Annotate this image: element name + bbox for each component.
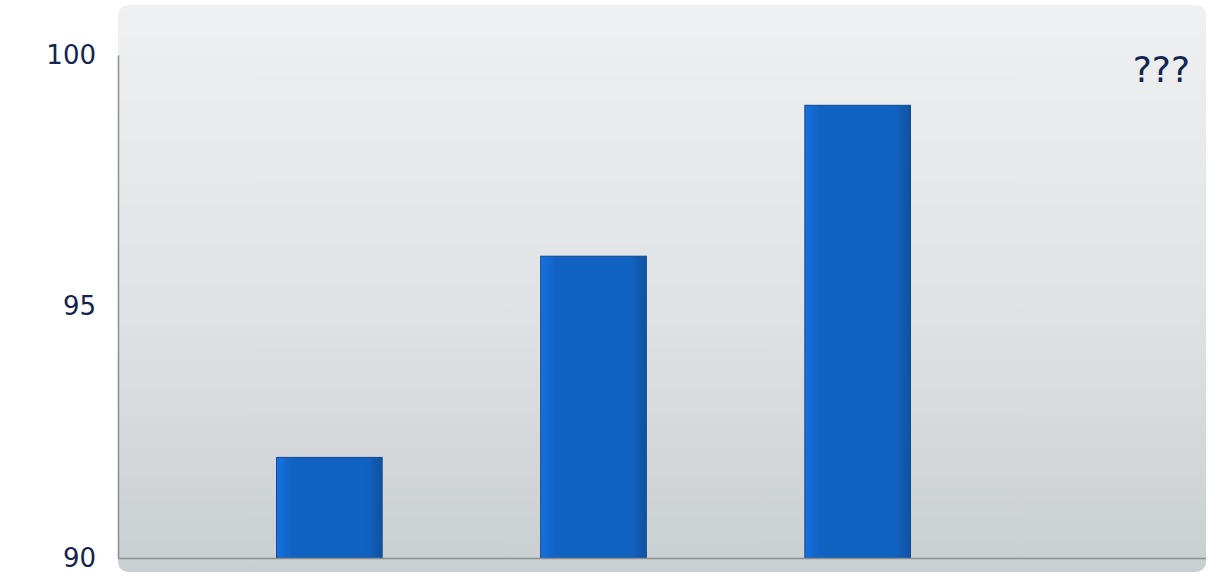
y-tick: 90 [63, 543, 118, 573]
x-axis [118, 558, 1206, 560]
y-axis-line [118, 56, 120, 559]
y-tick-label: 100 [46, 40, 96, 70]
y-tick-label: 90 [63, 543, 96, 573]
y-tick-label: 95 [63, 291, 96, 321]
chart: 90 95 100??? [0, 0, 1210, 576]
annotation: ??? [1133, 49, 1190, 90]
y-tick: 100 [46, 40, 118, 70]
bar [277, 457, 383, 558]
x-axis-line [118, 558, 1206, 560]
bars [277, 105, 911, 558]
bar [541, 256, 647, 558]
y-axis: 90 95 100 [46, 40, 118, 573]
y-tick: 95 [63, 291, 118, 321]
plot-background [118, 5, 1206, 572]
bar [805, 105, 911, 558]
